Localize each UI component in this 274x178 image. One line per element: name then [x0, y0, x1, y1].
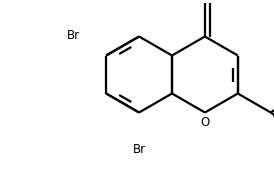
Text: Br: Br [67, 28, 80, 41]
Text: Br: Br [133, 143, 146, 156]
Text: O: O [200, 116, 210, 129]
